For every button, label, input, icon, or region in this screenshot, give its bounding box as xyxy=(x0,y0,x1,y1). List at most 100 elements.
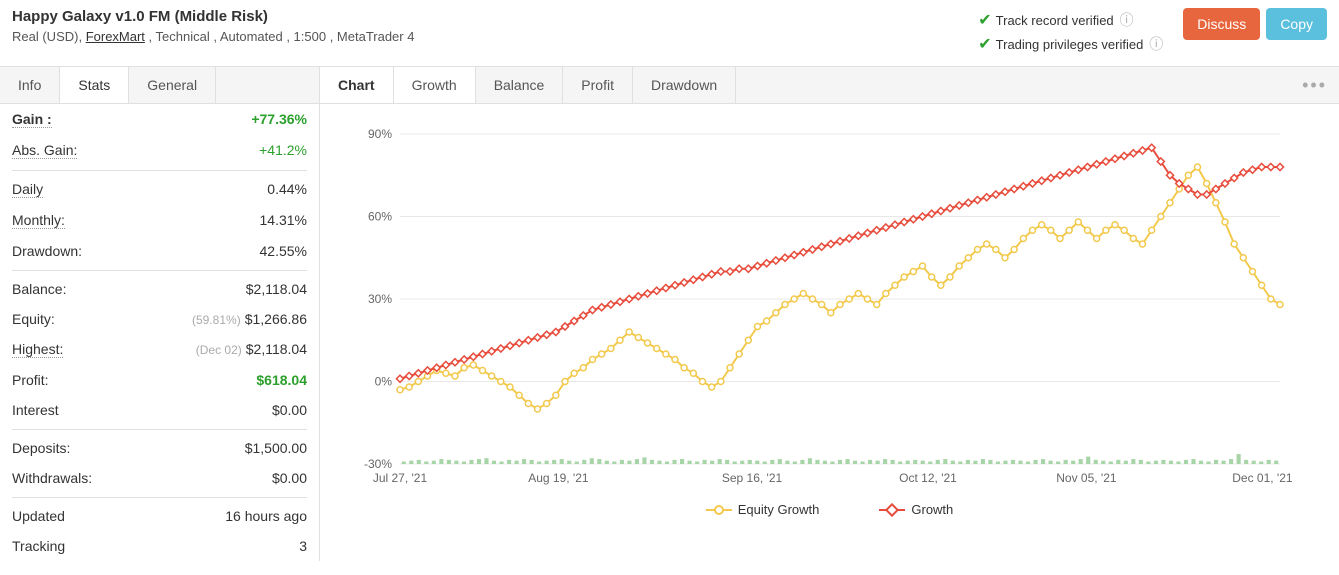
subtitle-prefix: Real (USD), xyxy=(12,29,86,44)
stat-value: +77.36% xyxy=(251,111,307,128)
info-icon[interactable]: ⓘ xyxy=(1149,34,1163,54)
stat-deposits: Deposits: $1,500.00 xyxy=(12,429,307,463)
stat-value: $2,118.04 xyxy=(246,341,307,357)
sidebar-tabs: Info Stats General xyxy=(0,67,319,104)
chart-tab-balance[interactable]: Balance xyxy=(476,67,564,103)
stats-sidebar: Info Stats General Gain : +77.36% Abs. G… xyxy=(0,67,320,561)
verify-trading-privileges: ✔ Trading privileges verified ⓘ xyxy=(978,34,1163,54)
stat-value: 3 xyxy=(299,538,307,554)
stat-updated: Updated 16 hours ago xyxy=(12,497,307,531)
stat-label: Updated xyxy=(12,508,65,524)
stat-withdrawals: Withdrawals: $0.00 xyxy=(12,463,307,493)
stat-label: Monthly: xyxy=(12,212,65,229)
chart-tab-growth[interactable]: Growth xyxy=(394,67,476,103)
stat-abs-gain: Abs. Gain: +41.2% xyxy=(12,135,307,166)
page-header: Happy Galaxy v1.0 FM (Middle Risk) Real … xyxy=(0,0,1339,67)
equity-pct: (59.81%) xyxy=(192,313,241,327)
discuss-button[interactable]: Discuss xyxy=(1183,8,1260,40)
stat-value: $2,118.04 xyxy=(246,281,307,297)
stat-value-wrap: (Dec 02) $2,118.04 xyxy=(196,341,307,358)
stat-label: Equity: xyxy=(12,311,55,327)
broker-link[interactable]: ForexMart xyxy=(86,29,145,44)
chart-menu-icon[interactable]: ••• xyxy=(1290,75,1339,96)
verify-track-record: ✔ Track record verified ⓘ xyxy=(978,10,1163,30)
stat-value: $1,500.00 xyxy=(245,440,307,456)
svg-text:Dec 01, '21: Dec 01, '21 xyxy=(1232,471,1293,485)
check-icon: ✔ xyxy=(978,34,991,54)
stat-label: Profit: xyxy=(12,372,49,388)
legend-label: Equity Growth xyxy=(738,502,820,517)
header-verification: ✔ Track record verified ⓘ ✔ Trading priv… xyxy=(978,8,1163,58)
stat-value: $0.00 xyxy=(272,470,307,486)
tab-info[interactable]: Info xyxy=(0,67,60,103)
chart-area: Chart Growth Balance Profit Drawdown •••… xyxy=(320,67,1339,561)
stat-interest: Interest $0.00 xyxy=(12,395,307,425)
stat-label: Balance: xyxy=(12,281,66,297)
tab-general[interactable]: General xyxy=(129,67,216,103)
stat-value: 14.31% xyxy=(260,212,307,229)
stat-value: $618.04 xyxy=(256,372,307,388)
legend-growth[interactable]: Growth xyxy=(879,502,953,517)
stat-value: +41.2% xyxy=(259,142,307,159)
stat-value: $1,266.86 xyxy=(245,311,307,327)
header-actions: Discuss Copy xyxy=(1183,8,1327,40)
chart-tab-drawdown[interactable]: Drawdown xyxy=(633,67,736,103)
stat-label: Gain : xyxy=(12,111,52,128)
stat-highest: Highest: (Dec 02) $2,118.04 xyxy=(12,334,307,365)
svg-text:30%: 30% xyxy=(368,292,392,306)
check-icon: ✔ xyxy=(978,10,991,30)
stat-label: Abs. Gain: xyxy=(12,142,77,159)
header-left: Happy Galaxy v1.0 FM (Middle Risk) Real … xyxy=(12,8,978,44)
stat-tracking: Tracking 3 xyxy=(12,531,307,561)
stat-drawdown: Drawdown: 42.55% xyxy=(12,236,307,266)
svg-text:90%: 90% xyxy=(368,127,392,141)
stat-label: Highest: xyxy=(12,341,63,358)
stat-value-wrap: (59.81%) $1,266.86 xyxy=(192,311,307,327)
stat-value: 16 hours ago xyxy=(225,508,307,524)
legend-label: Growth xyxy=(911,502,953,517)
svg-text:60%: 60% xyxy=(368,210,392,224)
stat-label: Tracking xyxy=(12,538,65,554)
chart-tab-profit[interactable]: Profit xyxy=(563,67,633,103)
stat-equity: Equity: (59.81%) $1,266.86 xyxy=(12,304,307,334)
stat-label: Deposits: xyxy=(12,440,70,456)
chart-tabs: Chart Growth Balance Profit Drawdown ••• xyxy=(320,67,1339,104)
svg-text:0%: 0% xyxy=(375,375,393,389)
svg-text:Aug 19, '21: Aug 19, '21 xyxy=(528,471,589,485)
main-content: Info Stats General Gain : +77.36% Abs. G… xyxy=(0,67,1339,561)
stat-monthly: Monthly: 14.31% xyxy=(12,205,307,236)
verify-label: Track record verified xyxy=(996,13,1114,28)
stat-profit: Profit: $618.04 xyxy=(12,365,307,395)
stat-balance: Balance: $2,118.04 xyxy=(12,270,307,304)
svg-text:-30%: -30% xyxy=(364,457,392,471)
legend-marker-growth xyxy=(879,503,905,517)
svg-text:Oct 12, '21: Oct 12, '21 xyxy=(899,471,957,485)
svg-text:Sep 16, '21: Sep 16, '21 xyxy=(722,471,783,485)
info-icon[interactable]: ⓘ xyxy=(1120,10,1134,30)
stat-label: Drawdown: xyxy=(12,243,82,259)
svg-text:Nov 05, '21: Nov 05, '21 xyxy=(1056,471,1117,485)
stat-label: Interest xyxy=(12,402,59,418)
verify-label: Trading privileges verified xyxy=(996,37,1144,52)
stat-label: Daily xyxy=(12,181,43,198)
account-subtitle: Real (USD), ForexMart , Technical , Auto… xyxy=(12,29,978,44)
stat-label: Withdrawals: xyxy=(12,470,92,486)
account-title: Happy Galaxy v1.0 FM (Middle Risk) xyxy=(12,8,978,25)
stats-panel: Gain : +77.36% Abs. Gain: +41.2% Daily 0… xyxy=(0,104,319,561)
growth-chart: -30% 0% 30% 60% 90% Jul 27, '21 Aug 19, '21 Sep… xyxy=(340,114,1300,494)
stat-value: $0.00 xyxy=(272,402,307,418)
tab-stats[interactable]: Stats xyxy=(60,67,129,103)
legend-marker-equity xyxy=(706,503,732,517)
chart-label: Chart xyxy=(320,67,394,103)
stat-daily: Daily 0.44% xyxy=(12,170,307,205)
chart-legend: Equity Growth Growth xyxy=(340,494,1319,525)
svg-text:Jul 27, '21: Jul 27, '21 xyxy=(373,471,428,485)
stat-value: 0.44% xyxy=(267,181,307,198)
subtitle-suffix: , Technical , Automated , 1:500 , MetaTr… xyxy=(145,29,415,44)
copy-button[interactable]: Copy xyxy=(1266,8,1327,40)
legend-equity[interactable]: Equity Growth xyxy=(706,502,820,517)
stat-value: 42.55% xyxy=(260,243,307,259)
chart-container: -30% 0% 30% 60% 90% Jul 27, '21 Aug 19, '21 Sep… xyxy=(320,104,1339,535)
highest-date: (Dec 02) xyxy=(196,343,242,357)
stat-gain: Gain : +77.36% xyxy=(12,104,307,135)
